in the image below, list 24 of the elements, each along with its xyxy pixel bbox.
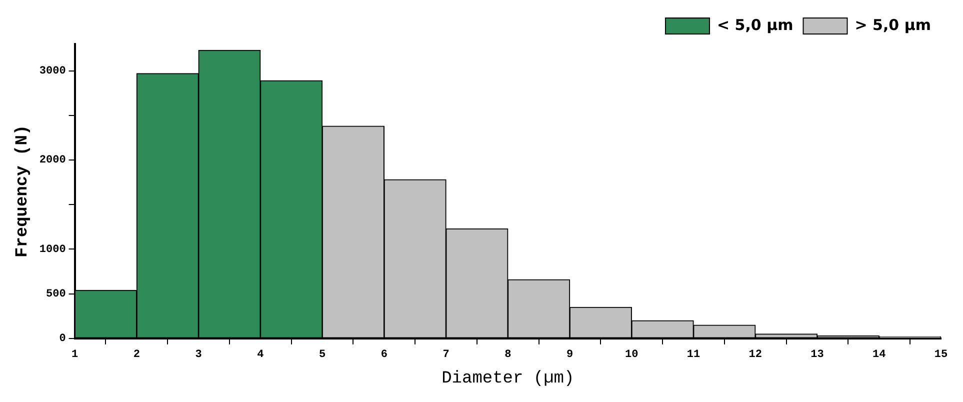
x-tick-label: 11: [686, 348, 701, 361]
x-tick-label: 12: [748, 348, 762, 361]
y-tick-label: 1000: [39, 244, 66, 256]
x-tick-label: 9: [566, 348, 574, 361]
y-axis-title: Frequency (N): [13, 124, 32, 258]
legend-label: > 5,0 µm: [854, 16, 932, 34]
y-tick-label: 3000: [39, 66, 66, 78]
x-tick-label: 1: [72, 348, 78, 361]
x-tick-label: 7: [442, 348, 450, 361]
x-tick-label: 6: [380, 348, 388, 361]
x-tick-label: 4: [257, 348, 264, 361]
x-tick-label: 8: [504, 348, 512, 361]
x-tick-label: 15: [934, 348, 948, 361]
y-tick-label: 0: [59, 333, 66, 346]
x-tick-label: 14: [872, 348, 886, 361]
x-axis-title: Diameter (µm): [442, 369, 574, 388]
legend-label: < 5,0 µm: [716, 16, 794, 34]
x-tick-label: 10: [625, 348, 638, 361]
y-tick-label: 500: [46, 288, 66, 301]
x-tick-label: 5: [318, 348, 326, 361]
x-tick-label: 13: [810, 348, 824, 361]
x-tick-label: 3: [195, 348, 202, 361]
x-tick-label: 2: [133, 348, 140, 361]
y-tick-label: 2000: [39, 154, 66, 167]
